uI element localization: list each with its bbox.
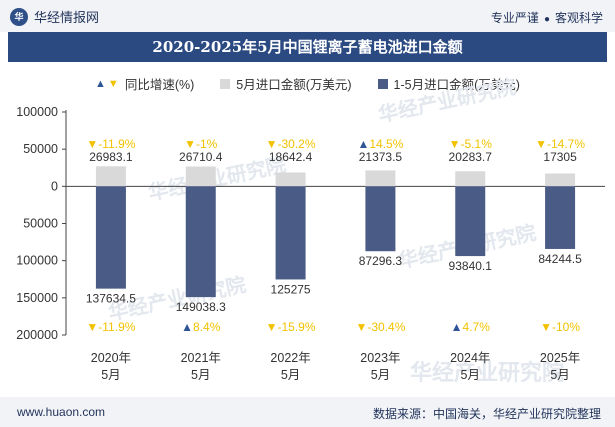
slogan: 专业严谨 ● 客观科学 <box>491 9 603 26</box>
ytd-growth-label: ▼-10% <box>540 320 580 334</box>
legend-may-swatch <box>220 78 231 89</box>
x-category-label: 5月 <box>371 368 390 382</box>
y-tick-label: 50000 <box>23 142 58 156</box>
x-category-label: 2022年 <box>270 351 310 365</box>
may-value-label: 17305 <box>543 150 577 164</box>
ytd-growth-label: ▲4.7% <box>451 320 491 334</box>
x-category-label: 5月 <box>191 368 210 382</box>
legend-ytd: 1-5月进口金额(万美元) <box>377 74 520 93</box>
legend-ytd-swatch <box>377 78 388 89</box>
ytd-value-label: 93840.1 <box>449 259 493 273</box>
may-growth-label: ▼-1% <box>184 137 218 151</box>
x-category-label: 5月 <box>281 368 300 382</box>
ytd-bar <box>95 186 126 289</box>
bullet-icon: ● <box>543 14 550 25</box>
x-category-label: 2024年 <box>450 351 490 365</box>
legend-growth-label: 同比增速(%) <box>124 78 195 92</box>
legend-ytd-label: 1-5月进口金额(万美元) <box>393 78 520 92</box>
may-value-label: 20283.7 <box>449 150 493 164</box>
ytd-value-label: 84244.5 <box>538 252 582 266</box>
y-tick-label: 200000 <box>16 328 58 342</box>
ytd-bar <box>545 186 576 249</box>
brand-name: 华经情报网 <box>34 10 100 25</box>
ytd-bar <box>185 186 216 298</box>
ytd-value-label: 149038.3 <box>176 300 226 314</box>
brand[interactable]: 华 华经情报网 <box>10 7 99 26</box>
watermark: 华经产业研究院 <box>410 360 564 385</box>
ytd-bar <box>275 186 306 280</box>
footer: www.huaon.com 数据来源：中国海关，华经产业研究院整理 <box>0 397 615 427</box>
ytd-value-label: 87296.3 <box>359 254 403 268</box>
x-category-label: 5月 <box>550 368 569 382</box>
ytd-growth-label: ▼-11.9% <box>86 320 135 334</box>
may-growth-label: ▲14.5% <box>357 137 403 151</box>
x-category-label: 2021年 <box>181 351 221 365</box>
footer-source: 数据来源：中国海关，华经产业研究院整理 <box>372 407 601 421</box>
may-growth-label: ▼-14.7% <box>535 137 585 151</box>
ytd-growth-label: ▲8.4% <box>181 320 221 334</box>
x-category-label: 5月 <box>101 368 120 382</box>
x-category-label: 2023年 <box>360 351 400 365</box>
watermark: 华经产业研究院 <box>376 74 518 127</box>
legend-may: 5月进口金额(万美元) <box>220 74 352 93</box>
x-category-label: 5月 <box>461 368 480 382</box>
y-tick-label: 100000 <box>16 105 58 119</box>
y-tick-label: 150000 <box>16 291 58 305</box>
ytd-bar <box>365 186 396 252</box>
ytd-bar <box>455 186 486 257</box>
slogan-1: 专业严谨 <box>490 11 539 25</box>
chart-title: 2020-2025年5月中国锂离子蓄电池进口金额 <box>8 32 607 62</box>
footer-site-link[interactable]: www.huaon.com <box>17 405 106 419</box>
may-value-label: 21373.5 <box>359 150 403 164</box>
brand-logo-icon: 华 <box>10 7 28 26</box>
ytd-growth-label: ▼-30.4% <box>355 320 405 334</box>
x-category-label: 2025年 <box>540 351 580 365</box>
may-bar <box>185 166 216 187</box>
may-value-label: 26983.1 <box>89 150 133 164</box>
chart-legend: ▲ ▼ 同比增速(%) 5月进口金额(万美元) 1-5月进口金额(万美元) <box>0 74 615 93</box>
may-value-label: 18642.4 <box>269 150 313 164</box>
up-triangle-icon: ▲ <box>95 77 106 90</box>
ytd-value-label: 137634.5 <box>86 292 136 306</box>
slogan-2: 客观科学 <box>554 11 603 25</box>
may-value-label: 26710.4 <box>179 150 223 164</box>
y-tick-label: 100000 <box>16 254 58 268</box>
x-category-label: 2020年 <box>91 351 131 365</box>
ytd-value-label: 125275 <box>271 282 311 296</box>
may-growth-label: ▼-30.2% <box>266 137 316 151</box>
y-tick-label: 50000 <box>23 217 58 231</box>
may-growth-label: ▼-11.9% <box>86 137 135 151</box>
may-bar <box>455 171 486 187</box>
legend-may-label: 5月进口金额(万美元) <box>236 78 352 92</box>
top-bar: 华 华经情报网 专业严谨 ● 客观科学 <box>0 0 615 32</box>
ytd-growth-label: ▼-15.9% <box>266 320 316 334</box>
may-bar <box>365 170 396 187</box>
may-bar <box>95 166 126 187</box>
may-bar <box>275 172 306 187</box>
y-tick-label: 0 <box>51 179 58 193</box>
down-triangle-icon: ▼ <box>107 77 119 90</box>
may-growth-label: ▼-5.1% <box>449 137 493 151</box>
legend-growth: ▲ ▼ 同比增速(%) <box>95 74 194 93</box>
may-bar <box>545 173 576 187</box>
